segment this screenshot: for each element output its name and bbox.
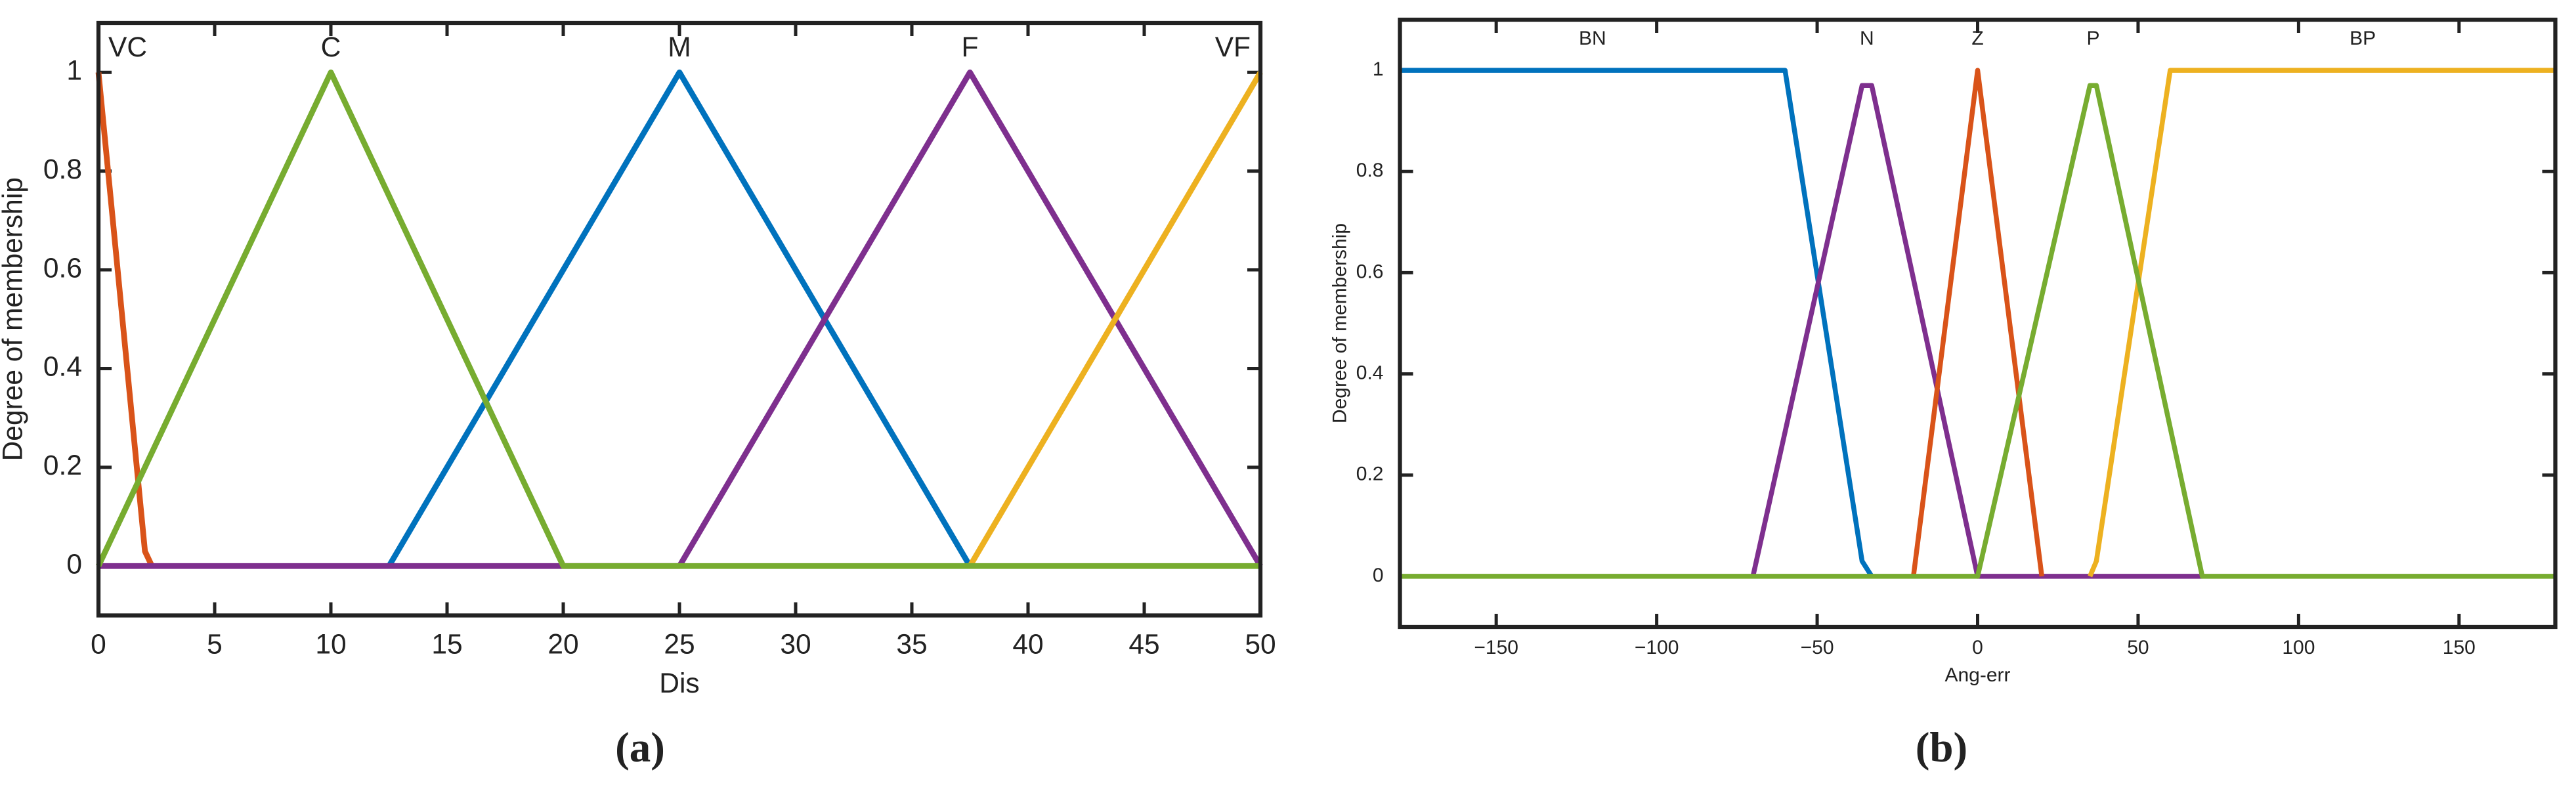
x-tick-label: 35 xyxy=(896,629,927,660)
x-tick-label: 0 xyxy=(91,629,106,660)
series-name: BN xyxy=(1579,28,1606,49)
x-tick-label: 20 xyxy=(547,629,578,660)
series-line xyxy=(967,70,1263,568)
series-line xyxy=(96,69,1261,569)
x-tick-label: −150 xyxy=(1474,637,1518,658)
series-name: M xyxy=(668,32,691,63)
series-line xyxy=(2088,68,2556,578)
series-line xyxy=(1400,68,1874,578)
x-axis-label: Dis xyxy=(659,668,699,699)
y-tick-label: 0.4 xyxy=(1356,362,1384,384)
series-name: C xyxy=(321,32,341,63)
series-line xyxy=(1400,83,2556,579)
x-tick-label: 10 xyxy=(315,629,346,660)
series-name: VF xyxy=(1215,32,1251,63)
caption: (a) xyxy=(615,724,665,771)
x-axis-label: Ang-err xyxy=(1944,664,2010,686)
x-tick-label: 0 xyxy=(1972,637,1983,658)
x-tick-label: 100 xyxy=(2282,637,2315,658)
y-axis-label: Degree of membership xyxy=(1329,223,1350,423)
series-line xyxy=(98,69,1263,569)
x-tick-label: 25 xyxy=(664,629,695,660)
x-tick-label: −100 xyxy=(1635,637,1679,658)
x-tick-label: 15 xyxy=(431,629,462,660)
series-line xyxy=(95,72,155,568)
x-tick-label: 150 xyxy=(2443,637,2476,658)
plot-frame xyxy=(96,20,1263,618)
series-name: F xyxy=(962,32,979,63)
series-name: VC xyxy=(108,32,147,63)
series-name: BP xyxy=(2350,28,2376,49)
y-tick-label: 0.6 xyxy=(1356,261,1384,282)
series-name: P xyxy=(2086,28,2099,49)
x-tick-label: 40 xyxy=(1012,629,1043,660)
x-tick-label: −50 xyxy=(1801,637,1834,658)
caption: (b) xyxy=(1916,724,1967,771)
x-tick-label: 5 xyxy=(207,629,223,660)
y-axis-label: Degree of membership xyxy=(0,177,29,461)
x-tick-label: 50 xyxy=(1245,629,1276,660)
series-name: Z xyxy=(1971,28,1983,49)
series-line xyxy=(1750,83,2202,579)
y-tick-label: 0 xyxy=(1373,565,1384,586)
series-line xyxy=(1911,68,2044,577)
y-tick-label: 1 xyxy=(1373,58,1384,80)
y-tick-label: 1 xyxy=(66,55,82,86)
y-tick-label: 0.8 xyxy=(43,154,82,185)
series-name: N xyxy=(1860,28,1874,49)
x-tick-label: 50 xyxy=(2127,637,2149,658)
series-line xyxy=(386,69,973,568)
y-tick-label: 0.4 xyxy=(43,352,82,383)
plot-frame xyxy=(1398,17,2558,630)
x-tick-label: 45 xyxy=(1128,629,1159,660)
y-tick-label: 0.8 xyxy=(1356,160,1384,181)
y-tick-label: 0.2 xyxy=(43,450,82,481)
x-tick-label: 30 xyxy=(780,629,811,660)
y-tick-label: 0.6 xyxy=(43,253,82,284)
y-tick-label: 0.2 xyxy=(1356,463,1384,485)
y-tick-label: 0 xyxy=(66,549,82,580)
